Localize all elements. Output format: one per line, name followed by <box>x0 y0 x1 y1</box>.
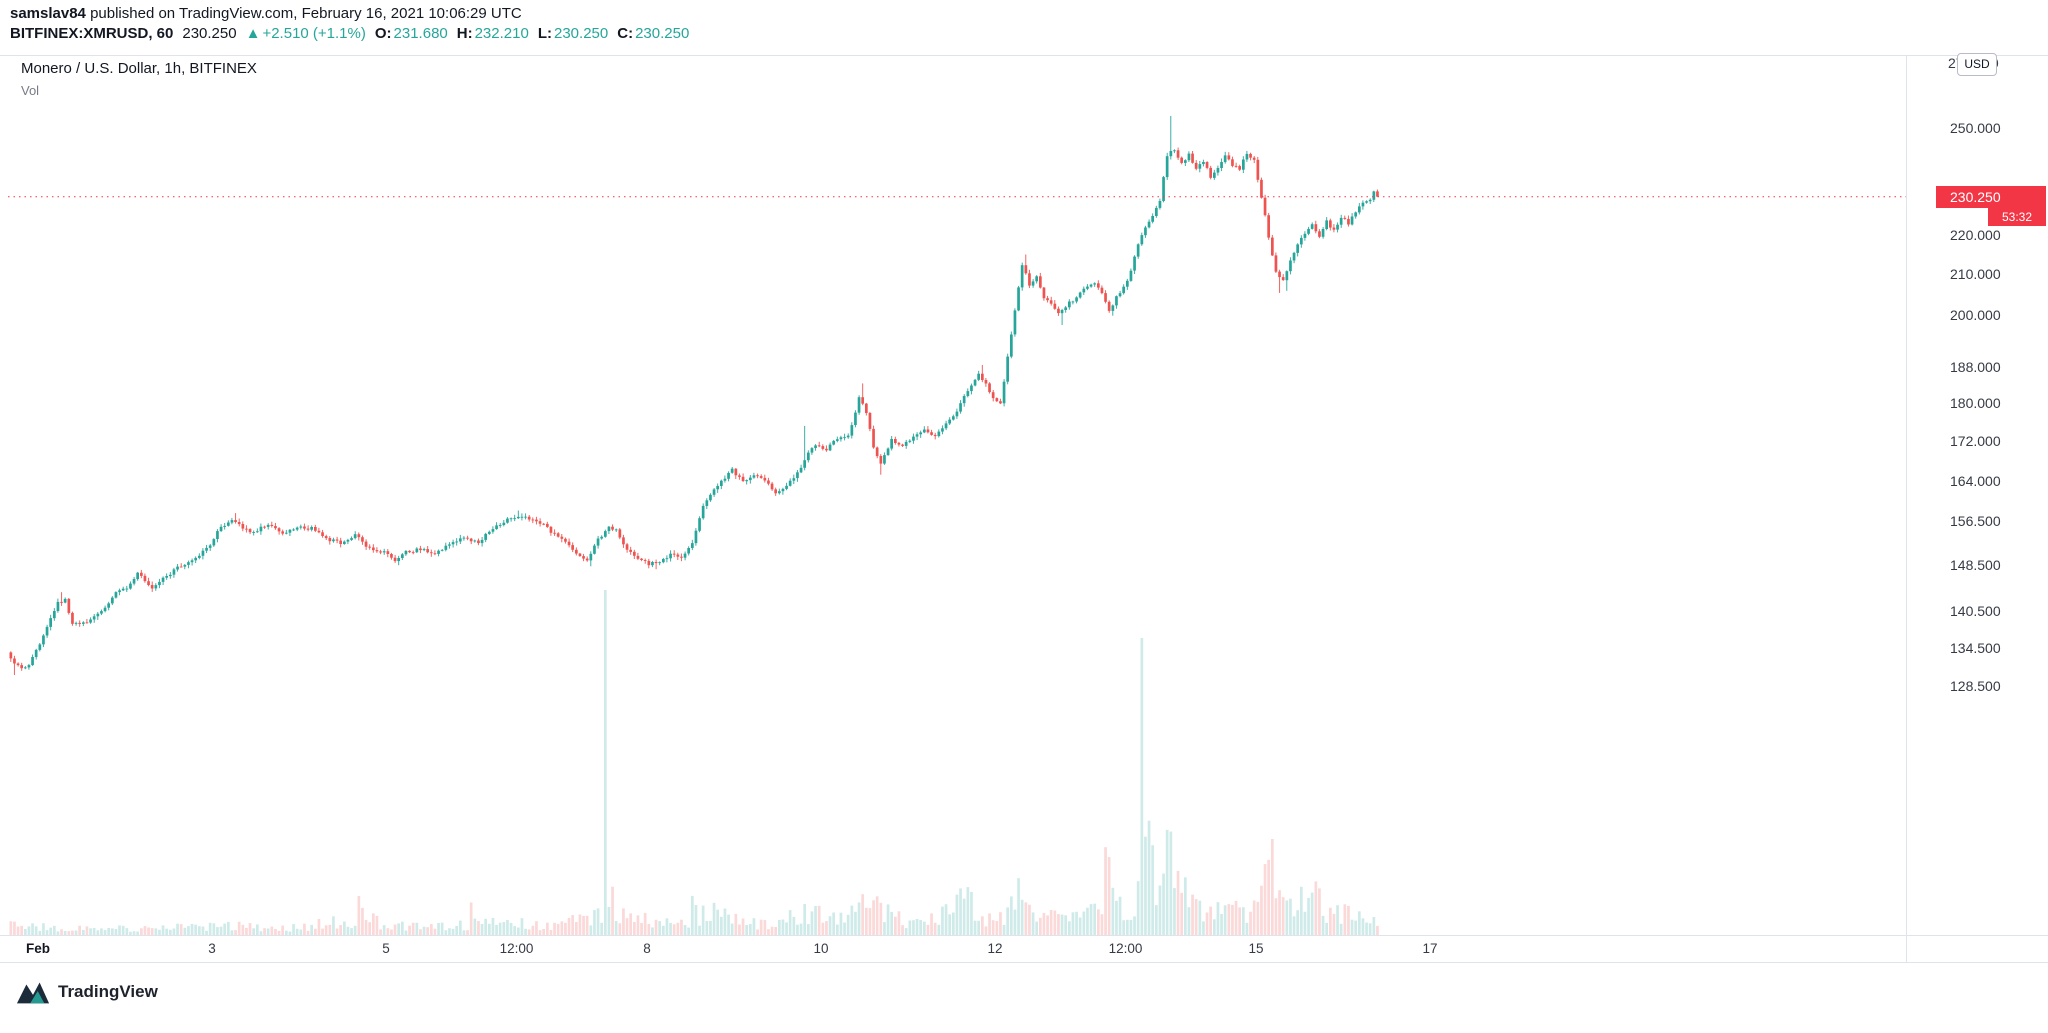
tradingview-logo[interactable]: TradingView <box>16 979 158 1005</box>
price-axis-label: 156.500 <box>1950 512 2001 529</box>
price-axis-label: 148.500 <box>1950 556 2001 573</box>
byline-text: published on TradingView.com, February 1… <box>85 5 522 22</box>
close-label: C: <box>617 25 634 42</box>
time-axis-label: 15 <box>1248 941 1264 956</box>
byline: samslav84 published on TradingView.com, … <box>10 5 522 22</box>
price-axis-label: 140.500 <box>1950 603 2001 620</box>
time-axis-label: 8 <box>643 941 651 956</box>
volume-indicator-label: Vol <box>21 83 40 98</box>
low-label: L: <box>537 25 552 42</box>
symbol-legend: BITFINEX:XMRUSD, 60 230.250 ▲ +2.510 (+1… <box>10 25 689 42</box>
time-axis-label: 12:00 <box>499 941 534 956</box>
high-value: 232.210 <box>474 25 529 42</box>
price-axis-label: 210.000 <box>1950 265 2001 282</box>
time-axis-label: 17 <box>1422 941 1438 956</box>
bar-countdown-badge: 53:32 <box>1988 207 2046 226</box>
price-axis-label: 220.000 <box>1950 226 2001 243</box>
open-value: 231.680 <box>393 25 448 42</box>
time-axis-label: Feb <box>25 941 51 956</box>
price-axis-label: 180.000 <box>1950 395 2001 412</box>
time-axis-label: 3 <box>208 941 216 956</box>
author-name: samslav84 <box>10 5 86 22</box>
legend-last-price: 230.250 <box>182 25 237 42</box>
time-axis-label: 5 <box>382 941 390 956</box>
close-value: 230.250 <box>635 25 690 42</box>
price-axis-label: 128.500 <box>1950 678 2001 694</box>
price-axis[interactable]: 270.000 USD 230.250 53:32 250.000220.000… <box>1906 0 2048 1033</box>
symbol-name: BITFINEX:XMRUSD, 60 <box>10 25 174 42</box>
time-axis-label: 12:00 <box>1108 941 1143 956</box>
open-label: O: <box>374 25 392 42</box>
tradingview-logo-icon <box>16 982 50 1004</box>
price-axis-label: 250.000 <box>1950 119 2001 136</box>
price-axis-label: 134.500 <box>1950 639 2001 656</box>
tradingview-logo-text: TradingView <box>58 982 158 1001</box>
legend-change: +2.510 (+1.1%) <box>262 25 366 42</box>
last-price-badge: 230.250 <box>1936 185 2046 208</box>
price-axis-label: 200.000 <box>1950 306 2001 323</box>
change-arrow-icon: ▲ <box>245 25 261 42</box>
price-axis-label: 172.000 <box>1950 433 2001 450</box>
chart-title: Monero / U.S. Dollar, 1h, BITFINEX <box>21 60 257 77</box>
price-axis-label: 188.000 <box>1950 358 2001 375</box>
time-axis-label: 10 <box>813 941 829 956</box>
time-axis-label: 12 <box>987 941 1003 956</box>
time-axis[interactable]: Feb 3 5 12:00 8 10 12 12:00 15 17 <box>0 935 2048 962</box>
currency-toggle-button[interactable]: USD <box>1957 53 1997 76</box>
price-axis-label: 164.000 <box>1950 473 2001 490</box>
high-label: H: <box>456 25 473 42</box>
low-value: 230.250 <box>554 25 609 42</box>
